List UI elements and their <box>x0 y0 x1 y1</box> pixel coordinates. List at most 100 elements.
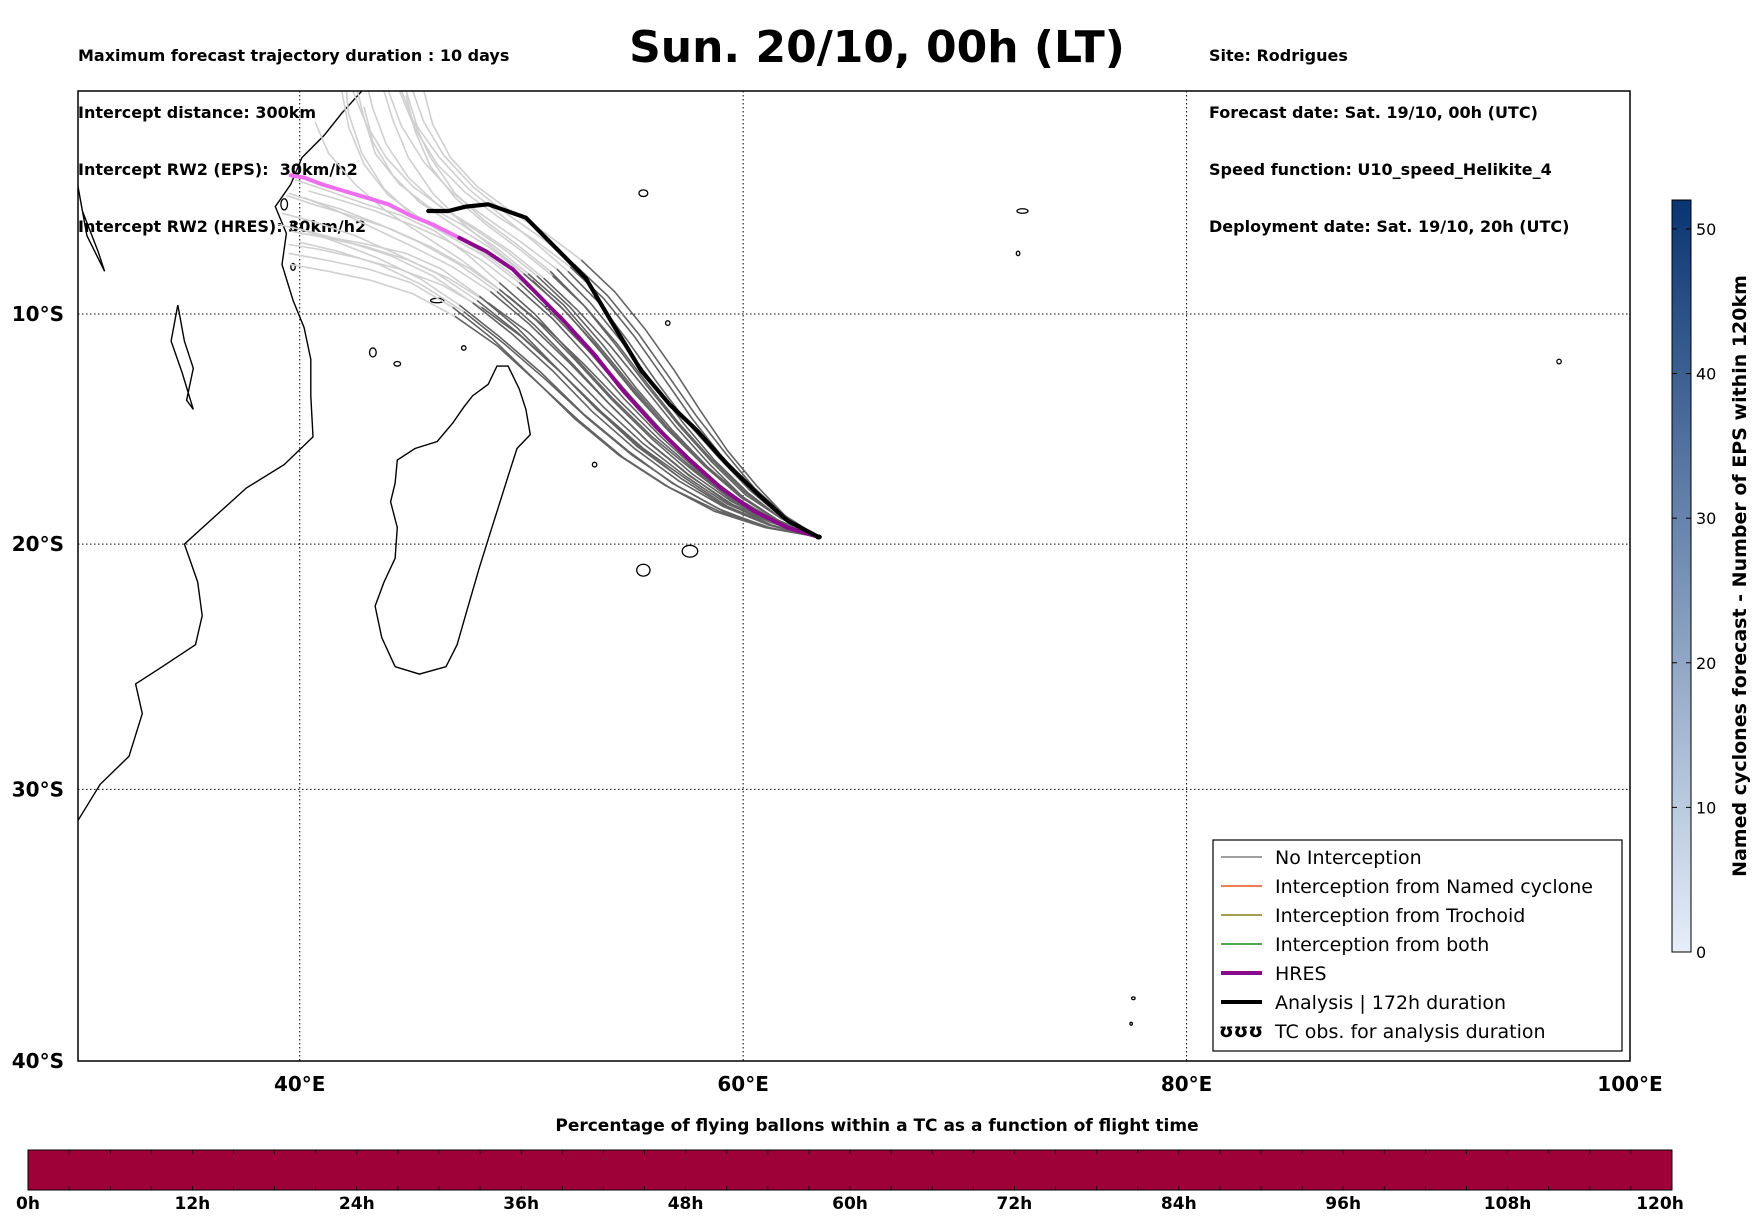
eps-track-outer <box>314 121 500 290</box>
eps-track-outer <box>423 91 582 261</box>
eps-track-inner <box>523 273 819 538</box>
flight-tick-label: 36h <box>503 1194 540 1214</box>
island <box>368 347 377 358</box>
cyclone-colorbar-tick-label: 0 <box>1696 943 1706 962</box>
eps-track-inner <box>463 311 819 538</box>
lat-tick-label: 30°S <box>12 777 64 801</box>
island <box>1129 1021 1133 1026</box>
cyclone-colorbar-tick-label: 20 <box>1696 654 1716 673</box>
legend-label: Interception from Named cyclone <box>1275 876 1593 898</box>
cyclone-colorbar: Named cyclones forecast - Number of EPS … <box>1671 199 1751 962</box>
legend-label: Analysis | 172h duration <box>1275 992 1506 1014</box>
eps-track-outer <box>299 241 465 313</box>
map-frame <box>77 90 1631 1062</box>
eps-track-outer <box>295 179 500 284</box>
island <box>636 563 651 577</box>
island <box>1556 358 1562 365</box>
cyclone-colorbar-title: Named cyclones forecast - Number of EPS … <box>1729 275 1751 877</box>
eps-track-inner <box>549 270 819 538</box>
eps-track-outer <box>383 91 534 281</box>
flight-tick-label: 108h <box>1483 1194 1532 1214</box>
header-right-line: Site: Rodrigues <box>1209 46 1348 65</box>
header-left-line: Maximum forecast trajectory duration : 1… <box>78 46 510 65</box>
eps-track-inner <box>543 277 819 538</box>
eps-track-outer <box>303 196 491 293</box>
flight-tick-label: 24h <box>338 1194 375 1214</box>
cyclone-colorbar-tick-label: 50 <box>1696 220 1716 239</box>
coastline-layer <box>78 91 1562 1026</box>
eps-track-inner <box>452 306 819 538</box>
eps-track-outer <box>290 230 489 304</box>
header-right: Site: Rodrigues Forecast date: Sat. 19/1… <box>1209 8 1569 255</box>
eps-track-outer <box>405 91 569 272</box>
flight-tick-label: 84h <box>1160 1194 1197 1214</box>
eps-track-inner <box>481 306 819 538</box>
island <box>1015 250 1021 257</box>
flight-colorbar <box>27 1149 1673 1191</box>
coastline <box>78 186 106 272</box>
eps-track-outer <box>277 223 474 304</box>
legend: No Interception Interception from Named c… <box>1212 839 1623 1052</box>
header-right-line: Speed function: U10_speed_Helikite_4 <box>1209 160 1552 179</box>
eps-track-inner <box>536 275 819 538</box>
eps-track-outer <box>290 263 456 318</box>
track-layer <box>277 91 822 540</box>
legend-label: No Interception <box>1275 847 1422 869</box>
lat-tick-label: 40°S <box>12 1049 64 1073</box>
flight-tick-label: 72h <box>996 1194 1033 1214</box>
cyclone-colorbar-tick-label: 30 <box>1696 509 1716 528</box>
eps-track-inner <box>551 275 819 538</box>
legend-label: Interception from both <box>1275 934 1489 956</box>
eps-track-outer <box>363 106 525 275</box>
eps-track-outer <box>341 91 527 286</box>
island <box>280 198 289 211</box>
eps-track-outer <box>288 192 498 293</box>
flight-tick-label: 0h <box>16 1194 40 1214</box>
flight-tick-label: 120h <box>1636 1194 1684 1214</box>
lon-tick-label: 100°E <box>1597 1072 1662 1096</box>
coastline <box>170 304 195 410</box>
hres-track-outer <box>288 173 462 240</box>
eps-track-outer <box>405 95 554 277</box>
eps-track-outer <box>288 252 454 308</box>
eps-track-outer <box>281 212 478 302</box>
island <box>681 544 699 558</box>
page-title: Sun. 20/10, 00h (LT) <box>629 22 1125 73</box>
eps-track-outer <box>387 91 558 270</box>
flight-colorbar-title: Percentage of flying ballons within a TC… <box>555 1116 1199 1136</box>
cyclone-colorbar-gradient <box>1671 199 1692 953</box>
cyclone-colorbar-tick-label: 40 <box>1696 365 1716 384</box>
island <box>591 461 598 468</box>
hres-track-inner <box>457 235 821 539</box>
coastline <box>78 91 363 821</box>
island <box>1130 996 1136 1001</box>
eps-track-inner <box>487 302 819 538</box>
header-left: Maximum forecast trajectory duration : 1… <box>78 8 509 255</box>
legend-box <box>1212 839 1623 1052</box>
eps-track-outer <box>412 91 576 266</box>
island <box>460 345 467 351</box>
island <box>638 189 649 198</box>
eps-track-inner <box>498 282 819 538</box>
axis-labels: 40°E 60°E 80°E 100°E 10°S 20°S 30°S 40°S <box>12 302 1663 1096</box>
analysis-track <box>426 202 821 540</box>
island <box>664 320 671 326</box>
eps-track-outer <box>308 190 518 288</box>
cyclone-colorbar-tick-label: 10 <box>1696 798 1716 817</box>
launch-site-marker <box>816 534 822 540</box>
lon-tick-label: 80°E <box>1161 1072 1213 1096</box>
eps-track-outer <box>367 91 538 277</box>
header-left-line: Intercept distance: 300km <box>78 103 317 122</box>
lon-tick-label: 60°E <box>717 1072 769 1096</box>
coastline <box>374 365 532 675</box>
island <box>1016 208 1029 214</box>
lat-tick-label: 10°S <box>12 302 64 326</box>
eps-track-inner <box>454 315 819 538</box>
cyclone-symbol-icon: ʊʊʊ <box>1219 1020 1263 1042</box>
flight-tick-label: 96h <box>1325 1194 1362 1214</box>
island <box>393 360 402 367</box>
header-right-line: Deployment date: Sat. 19/10, 20h (UTC) <box>1209 217 1570 236</box>
flight-tick-label: 12h <box>174 1194 211 1214</box>
flight-tick-label: 48h <box>667 1194 704 1214</box>
